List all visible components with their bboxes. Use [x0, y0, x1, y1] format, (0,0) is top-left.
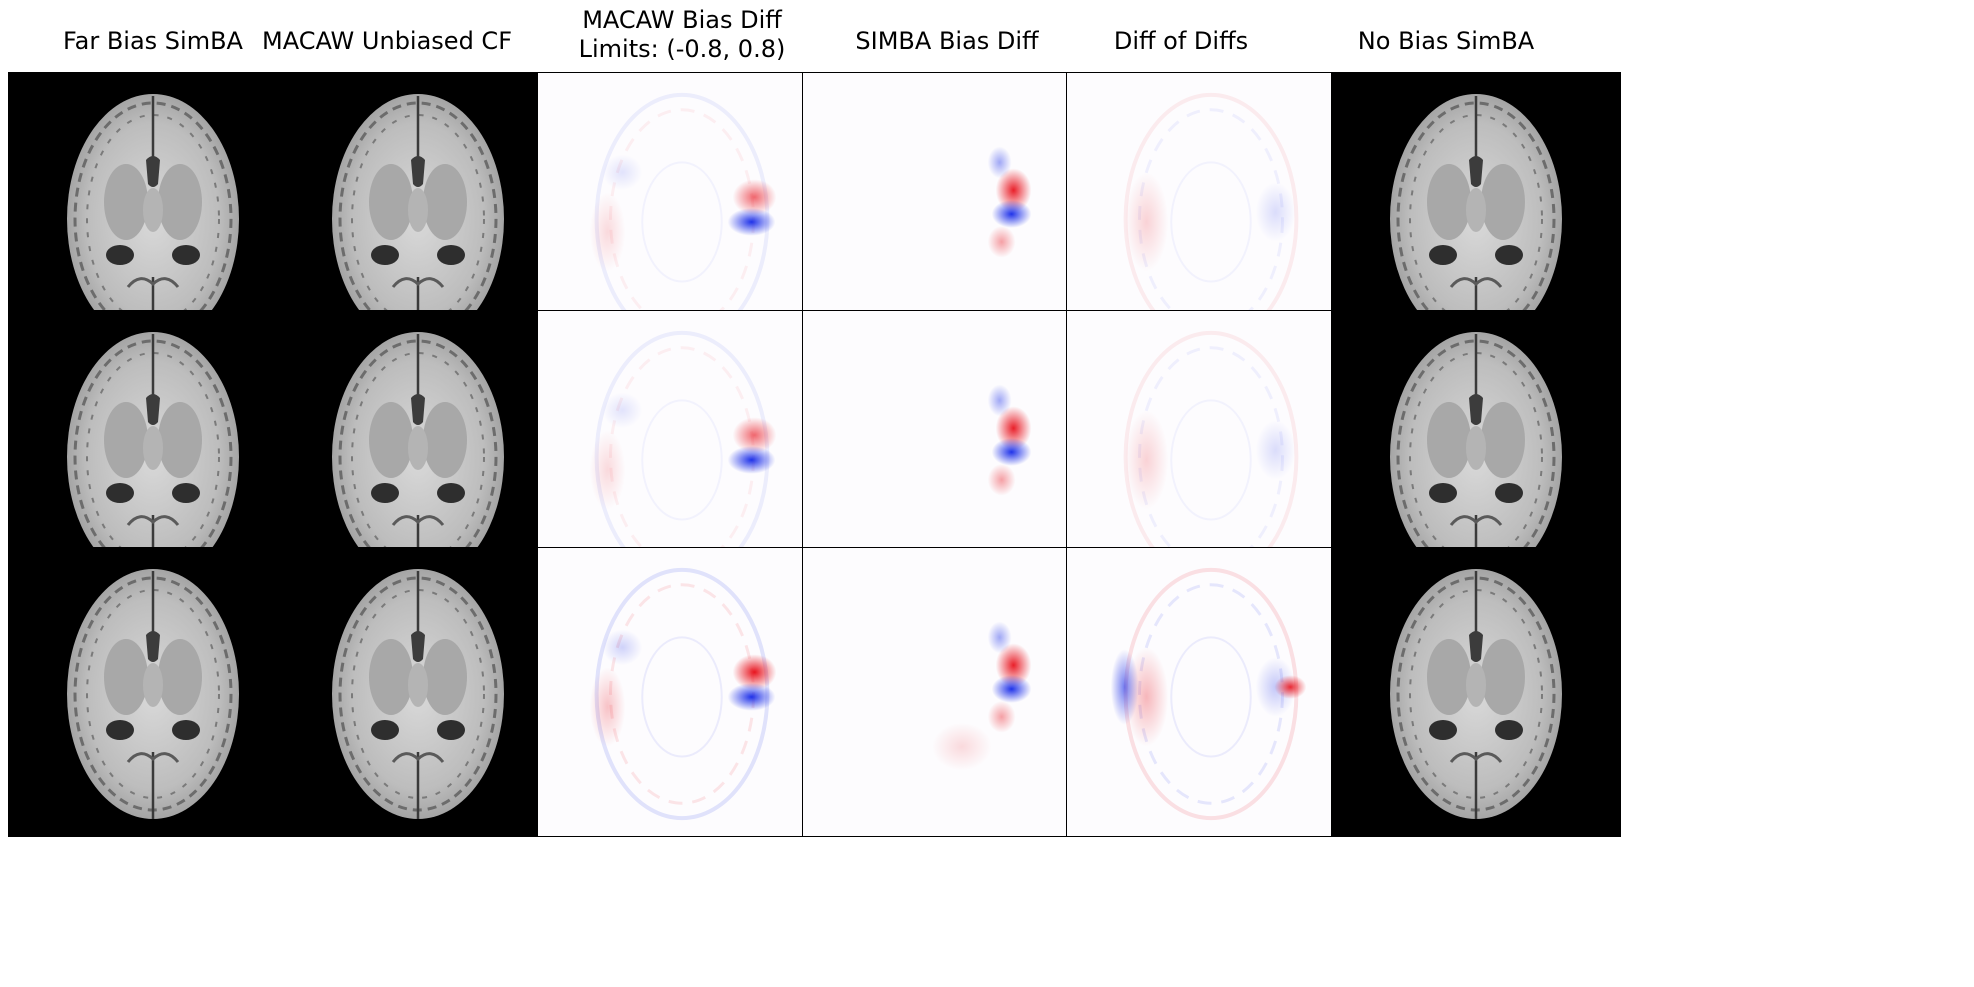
macaw-bias-diff-image-row-3: [537, 547, 827, 837]
column-title-simba-bias-diff: SIMBA Bias Diff: [855, 27, 1039, 55]
diff-of-diffs-image-row-3: [1066, 547, 1356, 837]
no-bias-simba-image-row-3: [1331, 547, 1621, 837]
macaw-unbiased-cf-image-row-3: [273, 547, 563, 837]
far-bias-simba-image-row-3: [8, 547, 298, 837]
column-title-macaw-unbiased-cf: MACAW Unbiased CF: [261, 27, 512, 55]
column-title-diff-of-diffs: Diff of Diffs: [1113, 27, 1249, 55]
column-title-far-bias-simba: Far Bias SimBA: [63, 27, 243, 55]
column-title-no-bias-simba: No Bias SimBA: [1357, 27, 1535, 55]
simba-bias-diff-image-row-3: [802, 547, 1092, 837]
column-title-macaw-bias-diff: MACAW Bias Diff Limits: (-0.8, 0.8): [578, 6, 786, 63]
